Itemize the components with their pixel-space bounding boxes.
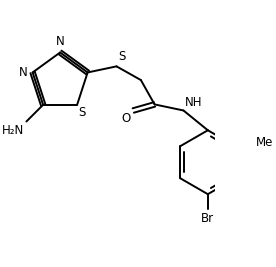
Text: NH: NH — [185, 96, 203, 109]
Text: S: S — [79, 106, 86, 119]
Text: O: O — [122, 112, 131, 125]
Text: Me: Me — [256, 136, 274, 149]
Text: S: S — [118, 50, 125, 63]
Text: H₂N: H₂N — [2, 124, 24, 137]
Text: N: N — [56, 35, 65, 48]
Text: Br: Br — [201, 212, 214, 225]
Text: N: N — [19, 66, 28, 79]
